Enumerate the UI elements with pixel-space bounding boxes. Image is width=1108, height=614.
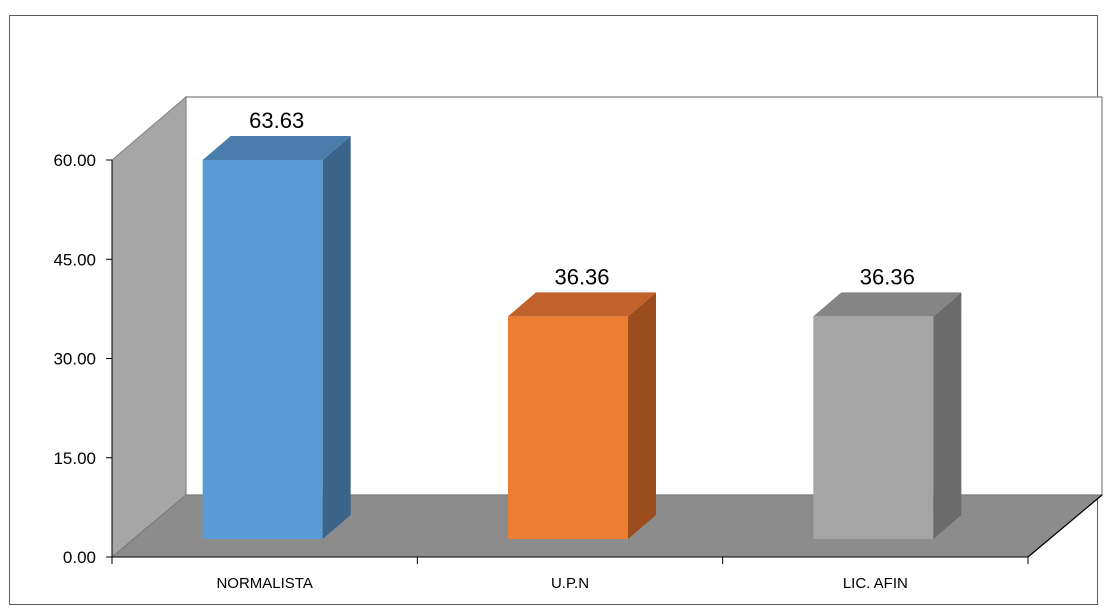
bar-top bbox=[813, 292, 962, 317]
bar-side bbox=[933, 292, 962, 539]
bar-front bbox=[508, 316, 628, 539]
x-tick-label: NORMALISTA bbox=[216, 575, 312, 592]
data-label: 63.63 bbox=[249, 108, 304, 133]
y-tick-label: 45.00 bbox=[53, 250, 96, 269]
side-wall bbox=[111, 95, 187, 559]
bar-side bbox=[628, 292, 656, 539]
x-tick-label: LIC. AFIN bbox=[843, 575, 908, 592]
y-tick-label: 0.00 bbox=[63, 548, 96, 567]
bar-top bbox=[508, 292, 656, 317]
y-tick-label: 60.00 bbox=[53, 151, 96, 170]
floor-edge-line bbox=[1027, 494, 1103, 558]
data-label: 36.36 bbox=[554, 264, 609, 289]
bar-top bbox=[202, 136, 351, 160]
x-tick-label: U.P.N bbox=[551, 575, 589, 592]
bar-front bbox=[813, 316, 934, 539]
bar-side bbox=[322, 136, 351, 539]
y-tick-label: 30.00 bbox=[53, 350, 96, 369]
y-tick-label: 15.00 bbox=[53, 449, 96, 468]
data-label: 36.36 bbox=[860, 264, 915, 289]
bar-front bbox=[202, 160, 323, 539]
